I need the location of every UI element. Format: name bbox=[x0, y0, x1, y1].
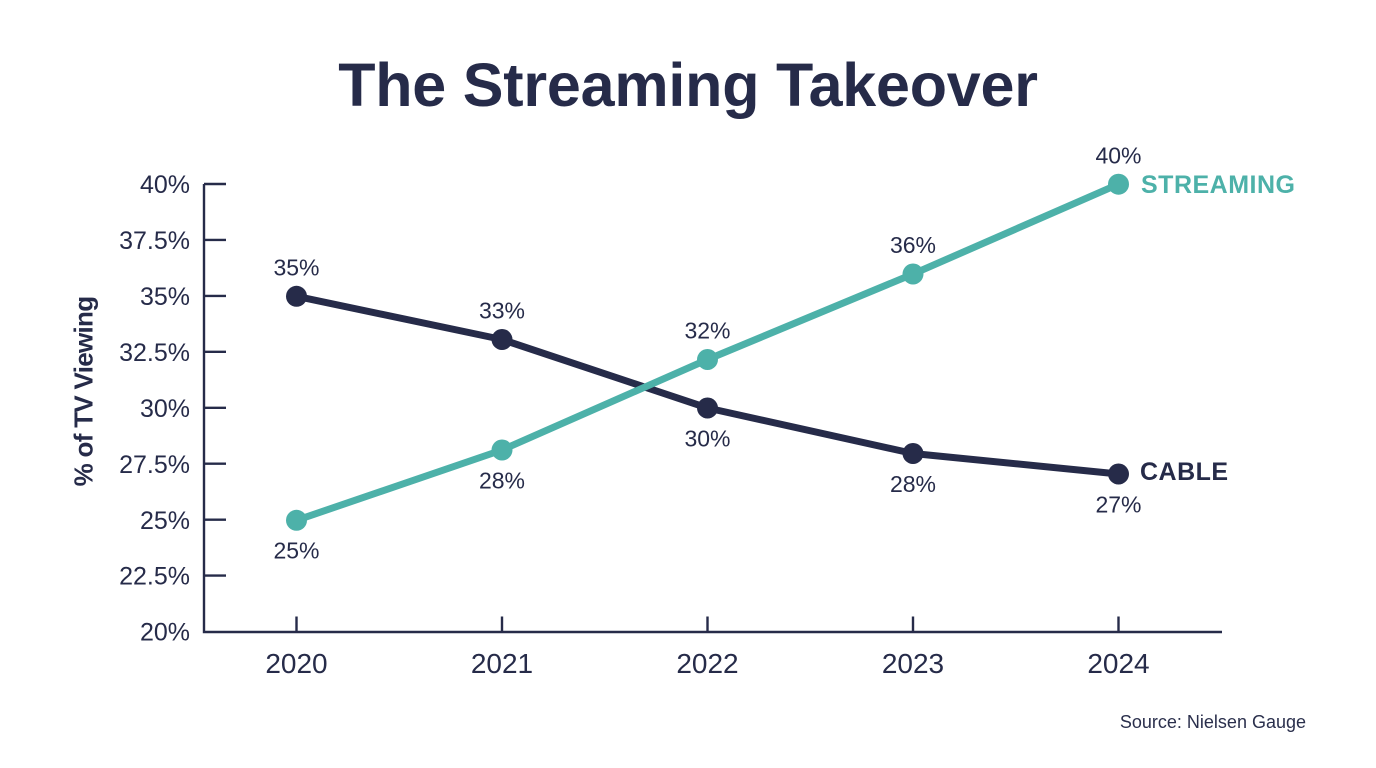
svg-text:2022: 2022 bbox=[676, 648, 738, 679]
svg-text:32.5%: 32.5% bbox=[119, 339, 190, 367]
svg-text:22.5%: 22.5% bbox=[119, 563, 190, 591]
svg-text:% of TV Viewing: % of TV Viewing bbox=[69, 297, 99, 487]
svg-text:30%: 30% bbox=[684, 425, 730, 451]
svg-text:33%: 33% bbox=[479, 298, 525, 324]
svg-text:CABLE: CABLE bbox=[1140, 458, 1229, 486]
svg-text:37.5%: 37.5% bbox=[119, 227, 190, 255]
svg-text:The Streaming Takeover: The Streaming Takeover bbox=[338, 51, 1038, 119]
svg-text:36%: 36% bbox=[890, 232, 936, 258]
svg-text:2024: 2024 bbox=[1087, 648, 1149, 679]
svg-text:25%: 25% bbox=[140, 507, 190, 535]
svg-text:2021: 2021 bbox=[471, 648, 533, 679]
svg-text:27.5%: 27.5% bbox=[119, 451, 190, 479]
svg-text:35%: 35% bbox=[140, 283, 190, 311]
svg-text:28%: 28% bbox=[890, 471, 936, 497]
svg-text:27%: 27% bbox=[1095, 491, 1141, 517]
svg-text:20%: 20% bbox=[140, 619, 190, 647]
svg-text:32%: 32% bbox=[684, 318, 730, 344]
svg-text:28%: 28% bbox=[479, 467, 525, 493]
svg-text:25%: 25% bbox=[273, 538, 319, 564]
svg-text:Source: Nielsen Gauge: Source: Nielsen Gauge bbox=[1120, 712, 1306, 732]
svg-text:2020: 2020 bbox=[265, 648, 327, 679]
svg-text:30%: 30% bbox=[140, 395, 190, 423]
svg-text:40%: 40% bbox=[1095, 142, 1141, 168]
svg-text:40%: 40% bbox=[140, 171, 190, 199]
svg-text:STREAMING: STREAMING bbox=[1141, 171, 1296, 199]
svg-text:35%: 35% bbox=[273, 255, 319, 281]
svg-text:2023: 2023 bbox=[882, 648, 944, 679]
